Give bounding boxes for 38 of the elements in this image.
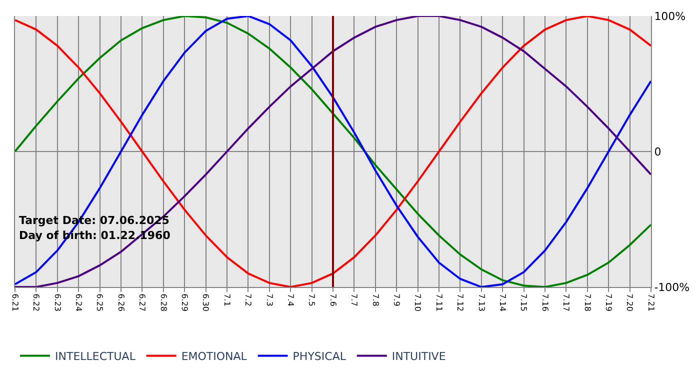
x-tick-label: 6.26: [116, 294, 126, 312]
x-tick-label: 7.16: [540, 294, 550, 312]
y-tick-label: 100%: [654, 10, 686, 23]
y-tick-label: 0: [654, 145, 662, 158]
legend-label: INTELLECTUAL: [55, 350, 136, 363]
x-tick-label: 7.1: [222, 294, 232, 306]
x-tick-label: 7.3: [264, 294, 274, 306]
x-tick-label: 7.9: [392, 294, 401, 306]
x-tick-label: 7.14: [498, 294, 507, 312]
x-tick-label: 7.8: [370, 294, 380, 306]
x-tick-label: 7.20: [625, 294, 634, 312]
x-tick-label: 6.27: [138, 294, 147, 312]
y-tick-label: -100%: [654, 280, 690, 294]
x-tick-label: 6.22: [32, 294, 41, 312]
x-tick-label: 6.25: [95, 294, 104, 312]
x-tick-label: 7.5: [307, 294, 316, 306]
x-tick-label: 7.21: [646, 294, 656, 312]
x-tick-label: 6.21: [10, 294, 20, 312]
x-tick-label: 7.18: [582, 294, 592, 312]
x-tick-label: 7.10: [413, 294, 422, 312]
x-tick-label: 7.12: [456, 294, 465, 312]
x-tick-label: 7.13: [476, 294, 486, 312]
legend-label: EMOTIONAL: [181, 350, 248, 363]
x-tick-label: 7.19: [604, 294, 613, 312]
x-tick-label: 7.2: [244, 294, 253, 306]
x-tick-label: 7.6: [328, 294, 338, 306]
legend-label: INTUITIVE: [392, 350, 446, 363]
x-tick-label: 6.28: [158, 294, 168, 312]
x-tick-label: 6.29: [180, 294, 189, 312]
x-tick-label: 7.15: [519, 294, 528, 312]
x-tick-label: 7.4: [286, 294, 295, 306]
legend-label: PHYSICAL: [292, 350, 347, 363]
x-tick-label: 7.17: [562, 294, 571, 312]
x-tick-label: 6.30: [201, 294, 210, 312]
x-tick-label: 6.24: [74, 294, 83, 312]
x-tick-label: 7.7: [350, 294, 359, 306]
x-tick-label: 6.23: [52, 294, 62, 312]
x-tick-label: 7.11: [434, 294, 444, 312]
